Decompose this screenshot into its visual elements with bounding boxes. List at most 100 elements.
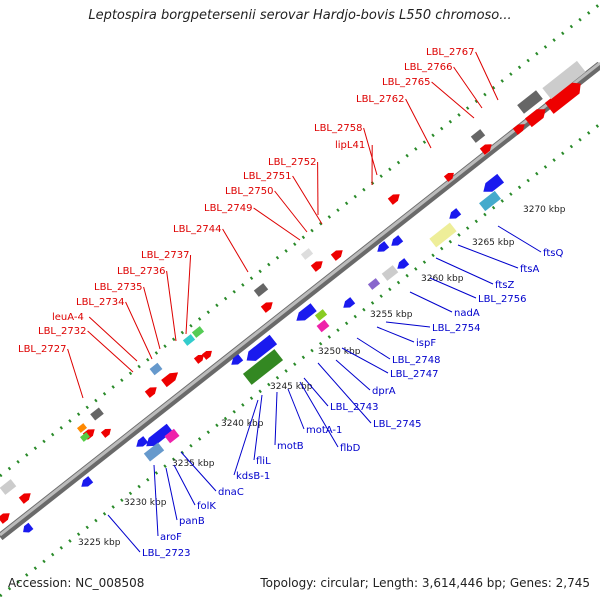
reverse-gene-arrow [483,173,505,192]
reverse-label-leader [341,347,389,374]
reverse-gene-arrow [449,208,462,219]
forward-gene-arrow [443,172,454,182]
forward-label-leader [363,127,378,176]
genome-axis [0,61,600,541]
forward-label-leader [405,98,432,149]
reverse-gene-arrow [429,222,457,248]
forward-gene-label: LBL_2765 [382,77,430,88]
reverse-label-leader [274,391,278,446]
reverse-gene-label: motA-1 [306,425,342,436]
forward-gene-label: LBL_2744 [173,224,221,235]
reverse-gene-label: kdsB-1 [236,471,270,482]
reverse-gene-label: ftsQ [543,248,563,259]
reverse-gene-arrow [367,278,381,290]
reverse-label-leader [409,291,453,313]
reverse-label-leader [153,464,159,537]
reverse-gene-arrow [146,423,173,447]
forward-label-leader [125,301,153,360]
reverse-gene-label: LBL_2748 [392,355,440,366]
forward-gene-arrow [512,124,525,135]
ruler-label: 3270 kbp [523,205,566,215]
reverse-gene-arrow [164,428,180,444]
reverse-gene-label: LBL_2743 [330,402,378,413]
forward-gene-arrow [260,302,273,313]
reverse-label-leader [173,464,196,506]
forward-gene-arrow [191,326,205,338]
forward-gene-label: LBL_2737 [141,250,189,261]
forward-gene-label: LBL_2749 [204,203,252,214]
ruler-labels: 3225 kbp 3230 kbp 3235 kbp 3240 kbp 3245 kbp… [78,205,566,548]
map-title: Leptospira borgpetersenii serovar Hardjo… [88,8,512,23]
forward-gene-arrow [77,423,87,433]
ruler-label: 3260 kbp [421,274,464,284]
forward-label-leader [222,228,249,273]
forward-gene-arrow [524,109,546,128]
reverse-gene-arrow [296,303,317,321]
reverse-gene-arrow [242,349,284,385]
forward-gene-label: LBL_2736 [117,266,165,277]
accession-text: Accession: NC_008508 [8,576,145,590]
reverse-gene-label: motB [277,441,304,452]
reverse-label-leader [287,388,305,430]
forward-gene-arrow [253,283,269,297]
forward-gene-label: lipL41 [335,140,365,151]
reverse-label-leader [356,337,391,360]
forward-gene-arrow [90,407,104,421]
reverse-gene-label: folK [197,501,216,512]
reverse-gene-arrow [246,334,278,361]
reverse-gene-arrow [143,442,165,462]
forward-gene-arrow [542,60,586,100]
forward-gene-arrow [144,387,157,398]
forward-label-leader [143,286,161,350]
reverse-gene-label: LBL_2756 [478,294,526,305]
reverse-label-leader [335,359,371,391]
ruler-label: 3230 kbp [124,498,167,508]
forward-label-leader [185,254,192,335]
forward-gene-arrow [517,90,543,114]
reverse-label-leader [180,451,217,492]
reverse-gene-arrow [479,190,501,212]
forward-gene-label: LBL_2750 [225,186,273,197]
forward-gene-label: LBL_2758 [314,123,362,134]
ruler-label: 3265 kbp [472,238,515,248]
forward-label-leader [88,316,138,362]
topology-text: Topology: circular; Length: 3,614,446 bp… [260,576,590,590]
forward-gene-label: LBL_2752 [268,157,316,168]
forward-label-leader [292,175,323,225]
reverse-gene-label: fliL [256,456,271,467]
forward-gene-label: LBL_2734 [76,297,124,308]
forward-gene-arrow [330,250,343,261]
axis-backbone-highlight [0,61,600,537]
reverse-label-leader [435,257,494,285]
forward-gene-arrow [300,248,314,260]
reverse-gene-label: ispF [416,338,436,349]
reverse-label-leader [165,467,178,521]
forward-label-leader [274,190,308,233]
reverse-label-leader [376,326,415,343]
reverse-gene-label: ftsA [520,264,539,275]
reverse-gene-label: flbD [340,443,361,454]
forward-label-leader [67,348,84,399]
reverse-gene-arrow [391,235,404,246]
forward-gene-arrow [0,479,17,495]
forward-gene-label: LBL_2735 [94,282,142,293]
forward-gene-arrow [149,362,163,376]
forward-label-leader [475,51,499,101]
reverse-label-leader [317,362,372,424]
forward-gene-arrow [201,350,212,360]
forward-label-leader [87,330,134,373]
forward-label-leader [453,66,483,109]
reverse-gene-arrow [397,258,410,269]
forward-gene-arrow [100,428,111,438]
reverse-gene-arrow [23,522,34,533]
reverse-gene-arrow [136,436,149,447]
reverse-gene-arrow [343,297,356,308]
reverse-label-leader [457,244,519,269]
forward-gene-arrow [193,354,204,364]
forward-gene-label: LBL_2727 [18,344,66,355]
forward-gene-arrow [310,261,323,272]
reverse-gene-arrow [377,241,390,252]
reverse-gene-label: dprA [372,386,396,397]
reverse-label-leader [385,321,431,328]
